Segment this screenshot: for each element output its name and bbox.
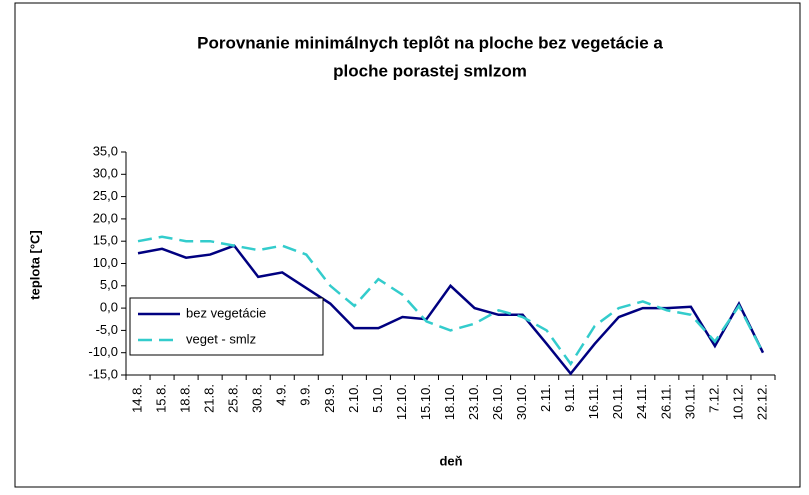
y-tick-label: -15,0 — [88, 366, 118, 381]
chart-border — [14, 2, 801, 488]
x-tick-label: 14.8. — [129, 384, 144, 413]
x-tick-label: 20.11. — [610, 384, 625, 419]
x-tick-label: 4.9. — [274, 384, 289, 406]
x-tick-label: 18.10. — [442, 384, 457, 420]
x-tick-label: 15.10. — [418, 384, 433, 420]
line-series — [137, 235, 765, 367]
y-tick-label: 15,0 — [93, 233, 118, 248]
x-tick-label: 2.11. — [538, 384, 553, 412]
y-tick-label: -5,0 — [96, 322, 118, 337]
legend-label: veget - smlz — [186, 331, 256, 346]
x-tick-label: 18.8. — [178, 384, 193, 413]
y-axis-label: teplota [°C] — [27, 230, 42, 299]
x-tick-label: 25.8. — [226, 384, 241, 413]
y-tick-label: 35,0 — [93, 143, 118, 158]
x-tick-label: 21.8. — [202, 384, 217, 413]
x-tick-label: 9.11. — [562, 384, 577, 412]
x-tick-label: 10.12. — [730, 384, 745, 420]
x-tick-label: 12.10. — [394, 384, 409, 420]
x-tick-label: 30.8. — [250, 384, 265, 413]
x-tick-label: 30.11. — [682, 384, 697, 419]
y-tick-label: 5,0 — [100, 277, 118, 292]
y-tick-label: 10,0 — [93, 255, 118, 270]
x-tick-label: 28.9. — [322, 384, 337, 413]
y-tick-label: 30,0 — [93, 166, 118, 181]
y-tick-label: 0,0 — [100, 300, 118, 315]
y-tick-label: 25,0 — [93, 188, 118, 203]
x-tick-label: 22.12. — [754, 384, 769, 420]
x-tick-label: 5.10. — [370, 384, 385, 413]
x-tick-label: 2.10. — [346, 384, 361, 413]
x-axis-label: deň — [439, 453, 462, 468]
chart-title: Porovnanie minimálnych teplôt na ploche … — [197, 33, 663, 52]
x-tick-label: 26.11. — [658, 384, 673, 419]
legend-label: bez vegetácie — [186, 305, 266, 320]
x-tick-label: 24.11. — [634, 384, 649, 419]
y-tick-label: -10,0 — [88, 344, 118, 359]
x-tick-label: 7.12. — [706, 384, 721, 413]
x-tick-label: 16.11. — [586, 384, 601, 419]
x-tick-label: 15.8. — [153, 384, 168, 413]
chart-title: ploche porastej smlzom — [333, 61, 527, 80]
y-tick-label: 20,0 — [93, 210, 118, 225]
x-tick-label: 9.9. — [298, 384, 313, 406]
x-tick-label: 23.10. — [466, 384, 481, 420]
x-tick-label: 26.10. — [490, 384, 505, 420]
x-tick-label: 30.10. — [514, 384, 529, 420]
legend-box — [129, 297, 324, 356]
